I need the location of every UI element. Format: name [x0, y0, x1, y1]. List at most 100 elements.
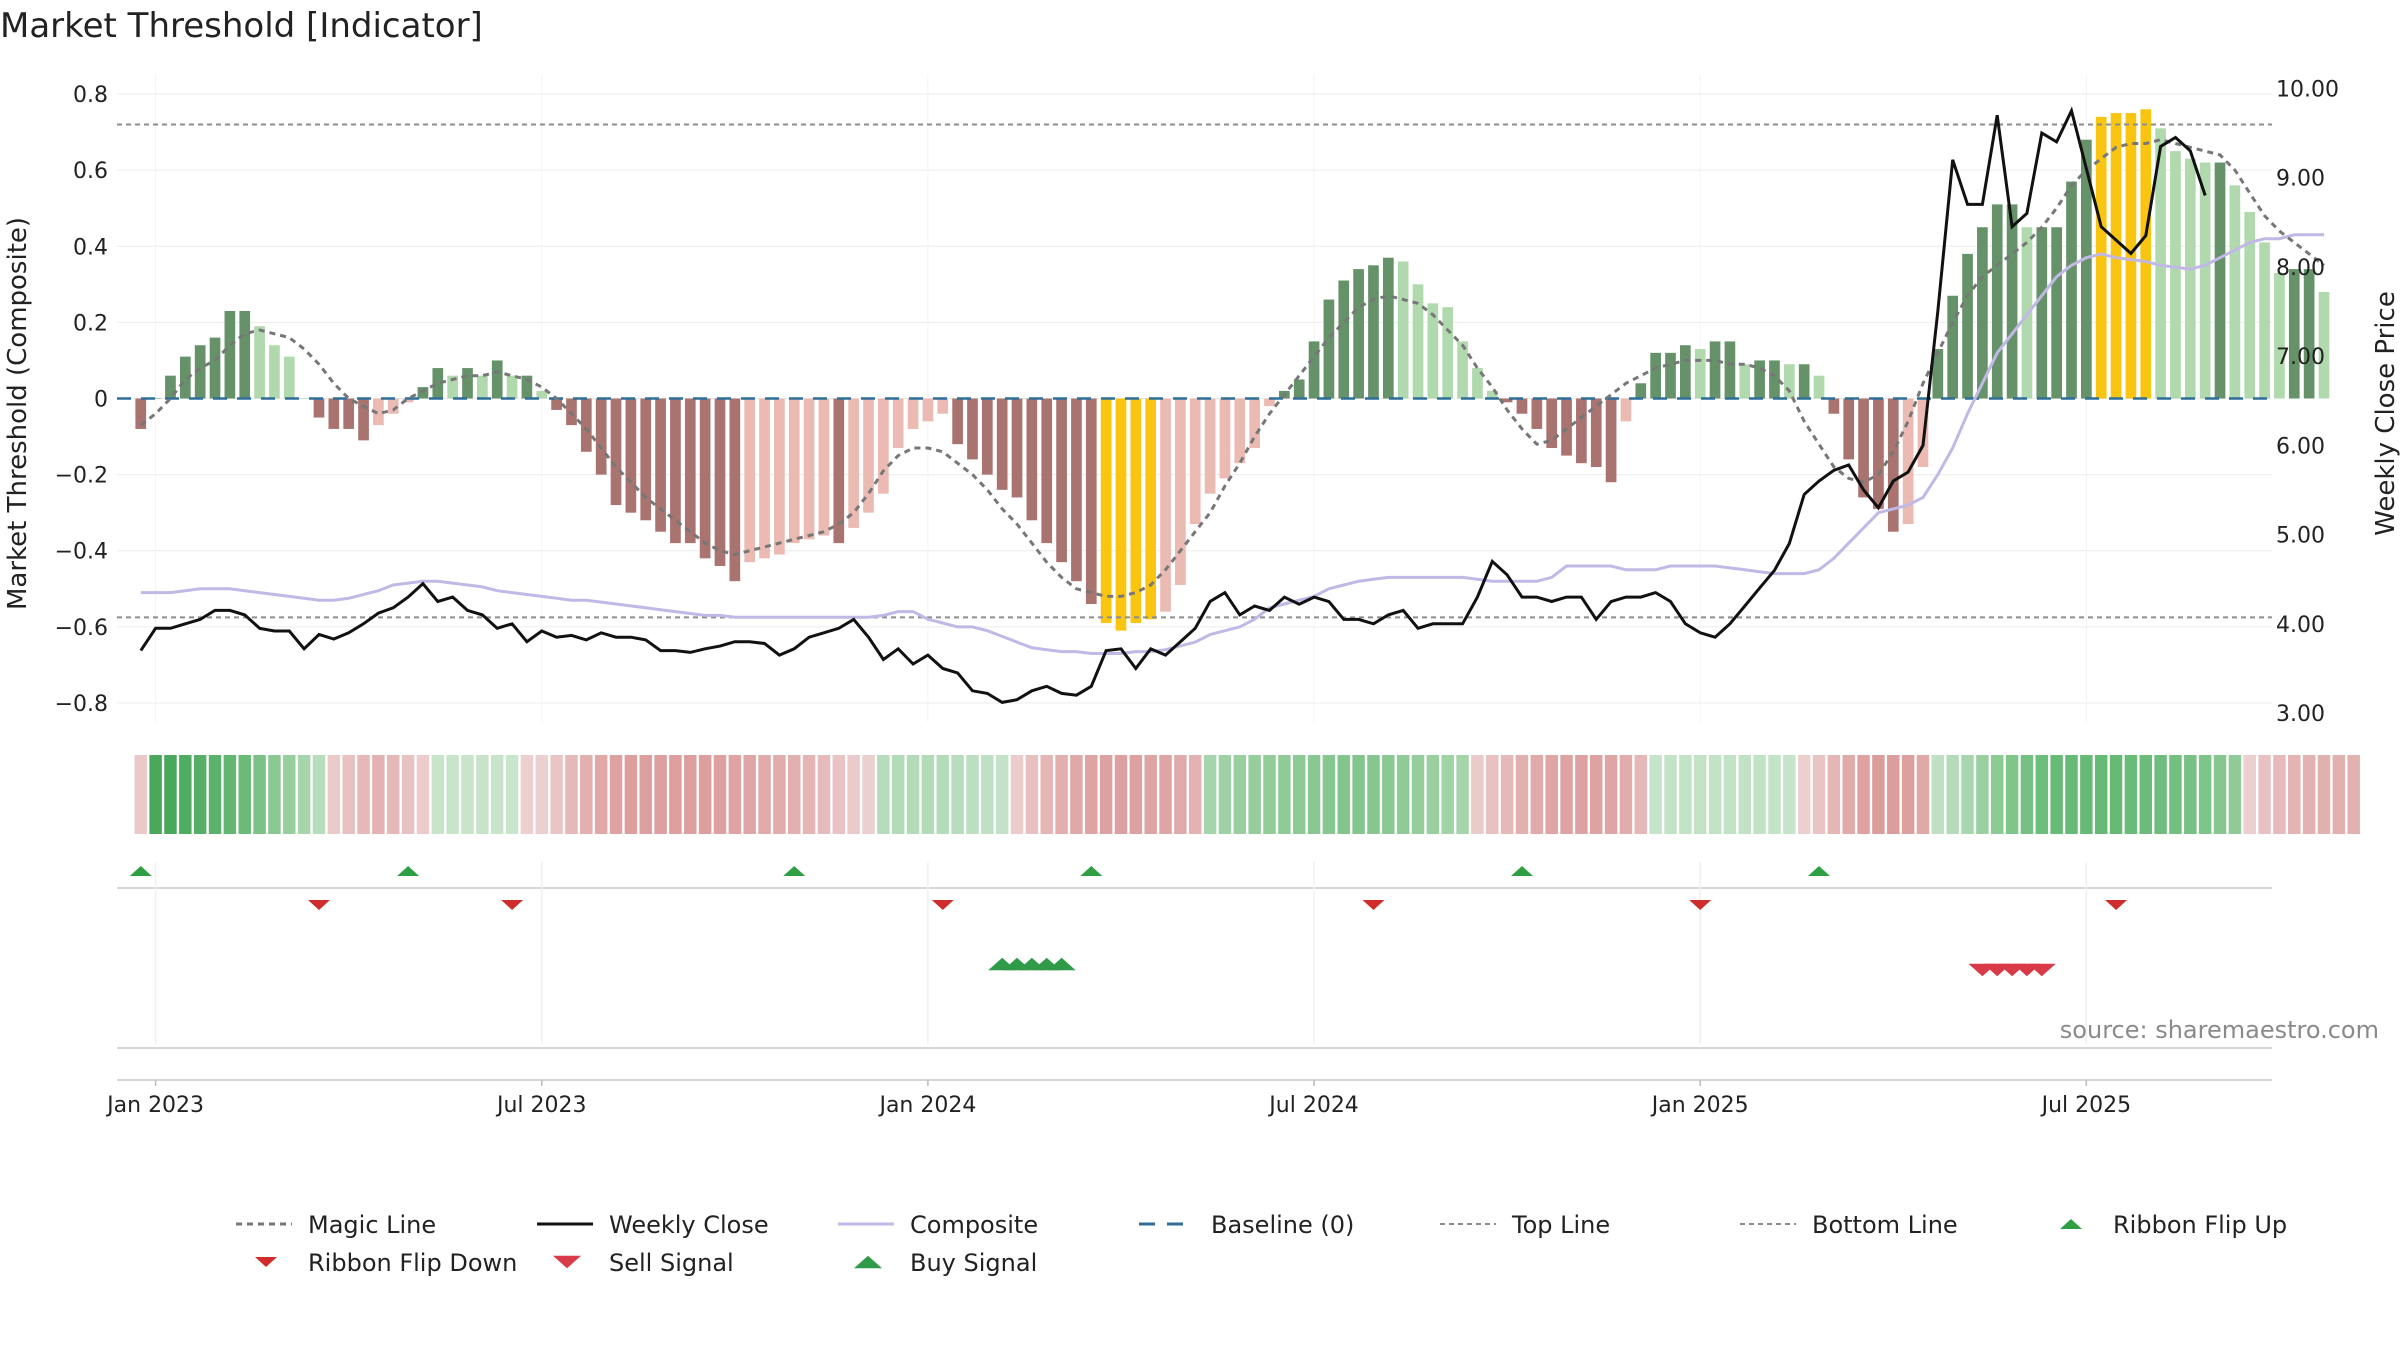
ribbon-cell: [1604, 755, 1618, 834]
y-right-tick-label: 3.00: [2276, 702, 2325, 727]
composite-bar: [358, 398, 369, 441]
composite-bar: [1323, 299, 1335, 399]
composite-bar: [2214, 162, 2226, 399]
legend-item-magic: Magic Line: [236, 1211, 436, 1239]
y-left-tick-label: 0.4: [73, 235, 108, 260]
composite-bar: [759, 398, 770, 559]
composite-bar: [2140, 109, 2152, 399]
ribbon-flip-down-marker: [1689, 900, 1712, 910]
ribbon-cell: [2169, 755, 2182, 834]
ribbon-cell: [535, 755, 548, 834]
ribbon-cell: [698, 755, 712, 834]
ribbon-cell: [1976, 755, 1989, 834]
ribbon-cell: [1159, 755, 1172, 834]
ribbon-cell: [1530, 755, 1544, 834]
composite-bar: [1887, 398, 1899, 532]
ribbon-cell: [817, 755, 831, 834]
legend-flip-down-swatch: [255, 1257, 277, 1267]
composite-bar: [1680, 345, 1691, 399]
ribbon-cell: [1189, 755, 1202, 834]
legend-label: Baseline (0): [1211, 1211, 1354, 1239]
ribbon-cell: [862, 755, 875, 834]
composite-bar: [670, 398, 681, 544]
ribbon-cell: [1337, 755, 1350, 834]
composite-bar: [818, 398, 830, 536]
composite-bar: [892, 398, 904, 448]
composite-bar: [447, 375, 458, 399]
composite-bar: [937, 398, 949, 414]
x-tick-label: Jul 2025: [2040, 1093, 2132, 1118]
ribbon-cell: [342, 755, 355, 834]
composite-bar: [179, 356, 191, 399]
ribbon-cell: [431, 755, 445, 834]
ribbon-cell: [2020, 755, 2034, 834]
ribbon-cell: [1797, 755, 1811, 834]
composite-bar: [2244, 212, 2256, 399]
composite-bar: [2229, 185, 2241, 399]
ribbon-cell: [2094, 755, 2108, 834]
composite-bar: [1026, 398, 1038, 521]
legend: Magic Line Weekly Close Composite Baseline …: [236, 1211, 2287, 1277]
composite-bar: [1635, 383, 1647, 399]
composite-bar: [1486, 390, 1498, 399]
legend-label: Ribbon Flip Down: [308, 1249, 517, 1277]
ribbon-cell: [164, 755, 177, 834]
composite-bar: [2288, 269, 2300, 399]
ribbon-cell: [193, 755, 207, 834]
ribbon-cell: [1575, 755, 1588, 834]
ribbon-cell: [223, 755, 237, 834]
ribbon-cell: [283, 755, 296, 834]
composite-bar: [1041, 398, 1053, 544]
ribbon-cell: [2243, 755, 2256, 834]
ribbon-cell: [2154, 755, 2167, 834]
composite-bar: [774, 398, 785, 555]
composite-bar: [135, 398, 147, 429]
composite-bar: [1457, 341, 1468, 399]
ribbon-cell: [1901, 755, 1915, 834]
composite-bar: [2155, 128, 2166, 399]
composite-bar: [967, 398, 978, 460]
composite-bar: [2170, 151, 2181, 399]
ribbon-flip-up-marker: [129, 866, 152, 876]
ribbon-cell: [728, 755, 742, 834]
y-left-tick-label: 0: [94, 388, 108, 413]
ribbon-cell: [1396, 755, 1410, 834]
composite-bar: [863, 398, 874, 513]
ribbon-cell: [2332, 755, 2346, 834]
ribbon-cell: [1352, 755, 1365, 834]
composite-bar: [313, 398, 325, 418]
ribbon-cell: [490, 755, 504, 834]
composite-bar: [2318, 291, 2330, 399]
ribbon-cell: [134, 755, 148, 834]
ribbon-cell: [1887, 755, 1900, 834]
ribbon-flip-down-marker: [501, 900, 524, 910]
ribbon-flip-up-marker: [397, 866, 420, 876]
composite-bar: [551, 398, 562, 410]
composite-bar: [1397, 261, 1409, 399]
composite-bar: [848, 398, 859, 528]
composite-bar: [1308, 341, 1320, 399]
ribbon-cell: [1174, 755, 1187, 834]
composite-bar: [1977, 227, 1988, 399]
x-tick-label: Jul 2023: [495, 1093, 587, 1118]
composite-bar: [833, 398, 845, 544]
weekly-close-line: [139, 106, 2207, 704]
ribbon-cell: [847, 755, 860, 834]
composite-bar: [417, 387, 429, 399]
ribbon-cell: [877, 755, 890, 834]
ribbon-cell: [966, 755, 979, 834]
composite-bar: [1590, 398, 1602, 468]
ribbon-cell: [1203, 755, 1217, 834]
composite-bar: [1368, 265, 1379, 399]
composite-bar: [491, 360, 503, 399]
composite-bar: [1576, 398, 1587, 464]
composite-bar: [1353, 269, 1364, 399]
ribbon-cell: [253, 755, 266, 834]
composite-bar: [1085, 398, 1097, 605]
composite-bar: [1338, 280, 1350, 399]
composite-bar: [1769, 360, 1780, 399]
ribbon-cell: [312, 755, 326, 834]
composite-bar: [2081, 139, 2092, 399]
composite-bar: [224, 310, 236, 399]
buy-signal-marker: [1047, 957, 1076, 971]
